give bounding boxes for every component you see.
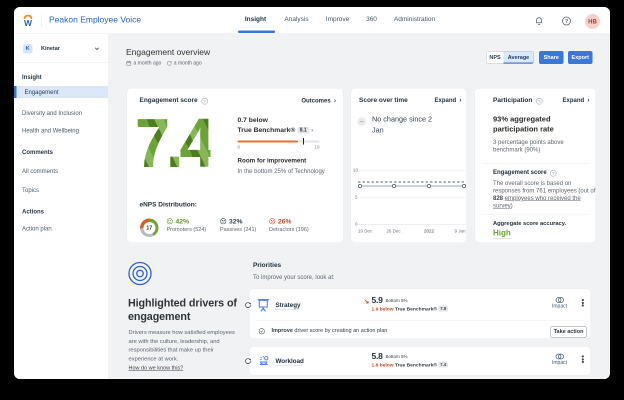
svg-text:W: W — [24, 18, 33, 28]
svg-text:?: ? — [565, 19, 569, 25]
